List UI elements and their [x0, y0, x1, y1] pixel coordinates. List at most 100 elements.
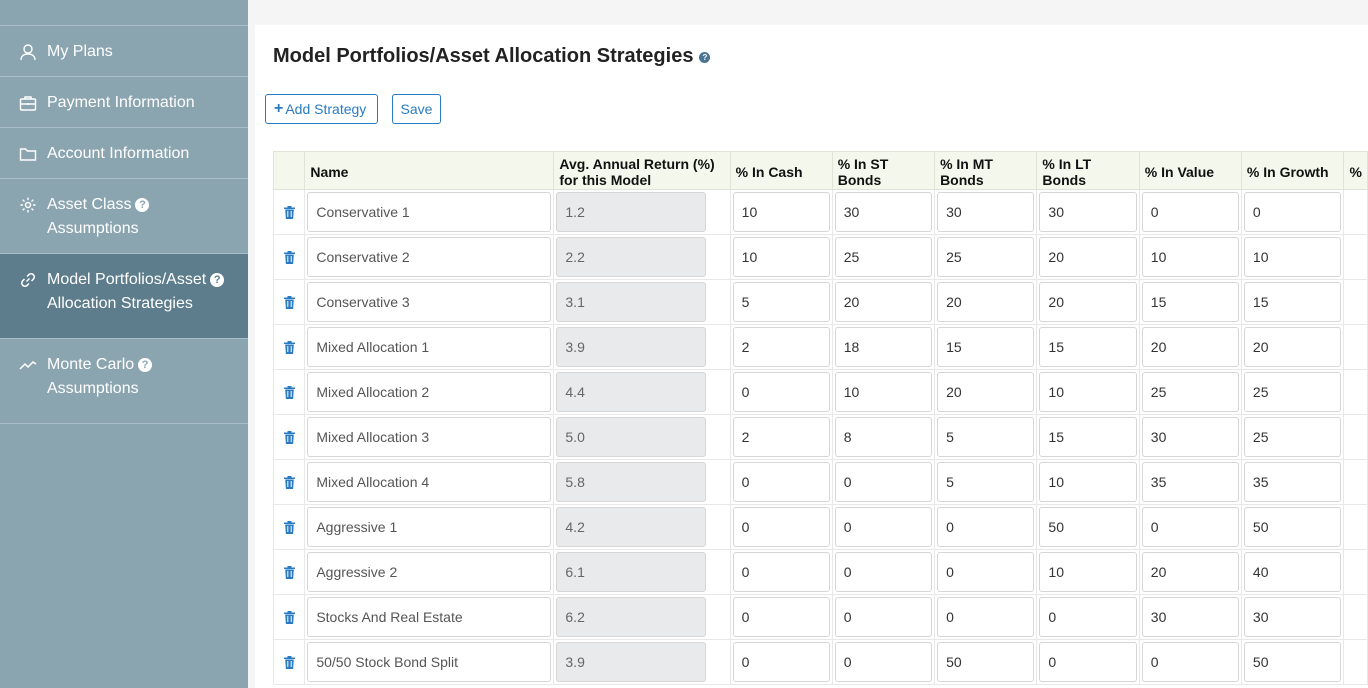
strategy-name-input[interactable]: Conservative 2 — [307, 237, 552, 277]
lt-percent-input[interactable]: 10 — [1039, 372, 1137, 412]
st-percent-input[interactable]: 0 — [834, 597, 933, 637]
help-icon[interactable]: ? — [138, 358, 153, 372]
value-percent-input[interactable]: 0 — [1141, 642, 1239, 682]
strategy-name-input[interactable]: 50/50 Stock Bond Split — [307, 642, 552, 682]
cash-percent-input[interactable]: 10 — [732, 192, 830, 232]
growth-percent-input[interactable]: 25 — [1243, 372, 1342, 412]
lt-percent-input[interactable]: 0 — [1039, 642, 1137, 682]
strategy-name-input[interactable]: Stocks And Real Estate — [307, 597, 552, 637]
cash-percent-input[interactable]: 2 — [732, 417, 830, 457]
cash-percent-input[interactable]: 2 — [732, 327, 830, 367]
lt-percent-input[interactable]: 50 — [1039, 507, 1137, 547]
strategy-name-input[interactable]: Conservative 3 — [307, 282, 552, 322]
sidebar-item-payment-information[interactable]: Payment Information — [0, 77, 248, 128]
sidebar-item-account-information[interactable]: Account Information — [0, 128, 248, 179]
lt-percent-input[interactable]: 20 — [1039, 282, 1137, 322]
strategy-name-input[interactable]: Aggressive 2 — [307, 552, 552, 592]
lt-percent-input[interactable]: 10 — [1039, 462, 1137, 502]
value-percent-input[interactable]: 20 — [1141, 552, 1239, 592]
cash-percent-input[interactable]: 5 — [732, 282, 830, 322]
growth-percent-input[interactable]: 50 — [1243, 642, 1342, 682]
lt-percent-input[interactable]: 15 — [1039, 417, 1137, 457]
strategy-name-input[interactable]: Mixed Allocation 4 — [307, 462, 552, 502]
growth-percent-input[interactable]: 0 — [1243, 192, 1342, 232]
cash-percent-input[interactable]: 0 — [732, 507, 830, 547]
mt-percent-input[interactable]: 25 — [937, 237, 1035, 277]
trash-icon[interactable] — [274, 340, 304, 354]
sidebar-item-monte-carlo-assumptions[interactable]: Monte Carlo? Assumptions — [0, 339, 248, 424]
mt-percent-input[interactable]: 0 — [937, 597, 1035, 637]
strategy-name-input[interactable]: Mixed Allocation 3 — [307, 417, 552, 457]
st-percent-input[interactable]: 30 — [834, 192, 933, 232]
growth-percent-input[interactable]: 30 — [1243, 597, 1342, 637]
st-percent-input[interactable]: 0 — [834, 552, 933, 592]
trash-icon[interactable] — [274, 430, 304, 444]
sidebar-item-asset-class-assumptions[interactable]: Asset Class? Assumptions — [0, 179, 248, 254]
trash-icon[interactable] — [274, 205, 304, 219]
trash-icon[interactable] — [274, 295, 304, 309]
mt-percent-input[interactable]: 15 — [937, 327, 1035, 367]
cash-percent-input[interactable]: 10 — [732, 237, 830, 277]
trash-icon[interactable] — [274, 385, 304, 399]
mt-percent-input[interactable]: 30 — [937, 192, 1035, 232]
lt-percent-input[interactable]: 0 — [1039, 597, 1137, 637]
value-percent-input[interactable]: 10 — [1141, 237, 1239, 277]
st-percent-input[interactable]: 18 — [834, 327, 933, 367]
st-percent-input[interactable]: 0 — [834, 462, 933, 502]
lt-percent-input[interactable]: 30 — [1039, 192, 1137, 232]
cash-percent-input[interactable]: 0 — [732, 597, 830, 637]
lt-percent-input[interactable]: 15 — [1039, 327, 1137, 367]
save-button[interactable]: Save — [392, 94, 441, 124]
trash-icon[interactable] — [274, 475, 304, 489]
strategy-name-input[interactable]: Conservative 1 — [307, 192, 552, 232]
mt-percent-input[interactable]: 5 — [937, 417, 1035, 457]
sidebar-item-model-portfolios[interactable]: Model Portfolios/Asset? Allocation Strat… — [0, 254, 248, 339]
help-icon[interactable]: ? — [135, 198, 150, 212]
help-icon[interactable]: ? — [699, 52, 711, 63]
st-percent-input[interactable]: 20 — [834, 282, 933, 322]
value-percent-input[interactable]: 20 — [1141, 327, 1239, 367]
trash-icon[interactable] — [274, 565, 304, 579]
growth-percent-input[interactable]: 15 — [1243, 282, 1342, 322]
trash-icon[interactable] — [274, 520, 304, 534]
lt-percent-input[interactable]: 20 — [1039, 237, 1137, 277]
growth-percent-input[interactable]: 40 — [1243, 552, 1342, 592]
add-strategy-button[interactable]: + Add Strategy — [265, 94, 378, 124]
st-percent-input[interactable]: 8 — [834, 417, 933, 457]
mt-percent-input[interactable]: 0 — [937, 507, 1035, 547]
cash-percent-input[interactable]: 0 — [732, 372, 830, 412]
growth-percent-input[interactable]: 50 — [1243, 507, 1342, 547]
mt-percent-input[interactable]: 5 — [937, 462, 1035, 502]
value-percent-input[interactable]: 35 — [1141, 462, 1239, 502]
growth-percent-input[interactable]: 35 — [1243, 462, 1342, 502]
value-percent-input[interactable]: 0 — [1141, 192, 1239, 232]
sidebar-item-my-plans[interactable]: My Plans — [0, 26, 248, 77]
mt-percent-input[interactable]: 20 — [937, 372, 1035, 412]
value-percent-input[interactable]: 25 — [1141, 372, 1239, 412]
trash-icon[interactable] — [274, 655, 304, 669]
growth-percent-input[interactable]: 10 — [1243, 237, 1342, 277]
growth-percent-input[interactable]: 25 — [1243, 417, 1342, 457]
growth-percent-input[interactable]: 20 — [1243, 327, 1342, 367]
cash-percent-input[interactable]: 0 — [732, 462, 830, 502]
value-percent-input[interactable]: 30 — [1141, 417, 1239, 457]
cash-percent-input[interactable]: 0 — [732, 642, 830, 682]
st-percent-input[interactable]: 25 — [834, 237, 933, 277]
trash-icon[interactable] — [274, 250, 304, 264]
mt-percent-input[interactable]: 0 — [937, 552, 1035, 592]
value-percent-input[interactable]: 0 — [1141, 507, 1239, 547]
strategy-name-input[interactable]: Mixed Allocation 1 — [307, 327, 552, 367]
help-icon[interactable]: ? — [210, 273, 225, 287]
strategy-name-input[interactable]: Aggressive 1 — [307, 507, 552, 547]
st-percent-input[interactable]: 0 — [834, 642, 933, 682]
cash-percent-input[interactable]: 0 — [732, 552, 830, 592]
strategy-name-input[interactable]: Mixed Allocation 2 — [307, 372, 552, 412]
st-percent-input[interactable]: 0 — [834, 507, 933, 547]
value-percent-input[interactable]: 15 — [1141, 282, 1239, 322]
st-percent-input[interactable]: 10 — [834, 372, 933, 412]
lt-percent-input[interactable]: 10 — [1039, 552, 1137, 592]
trash-icon[interactable] — [274, 610, 304, 624]
mt-percent-input[interactable]: 20 — [937, 282, 1035, 322]
mt-percent-input[interactable]: 50 — [937, 642, 1035, 682]
value-percent-input[interactable]: 30 — [1141, 597, 1239, 637]
